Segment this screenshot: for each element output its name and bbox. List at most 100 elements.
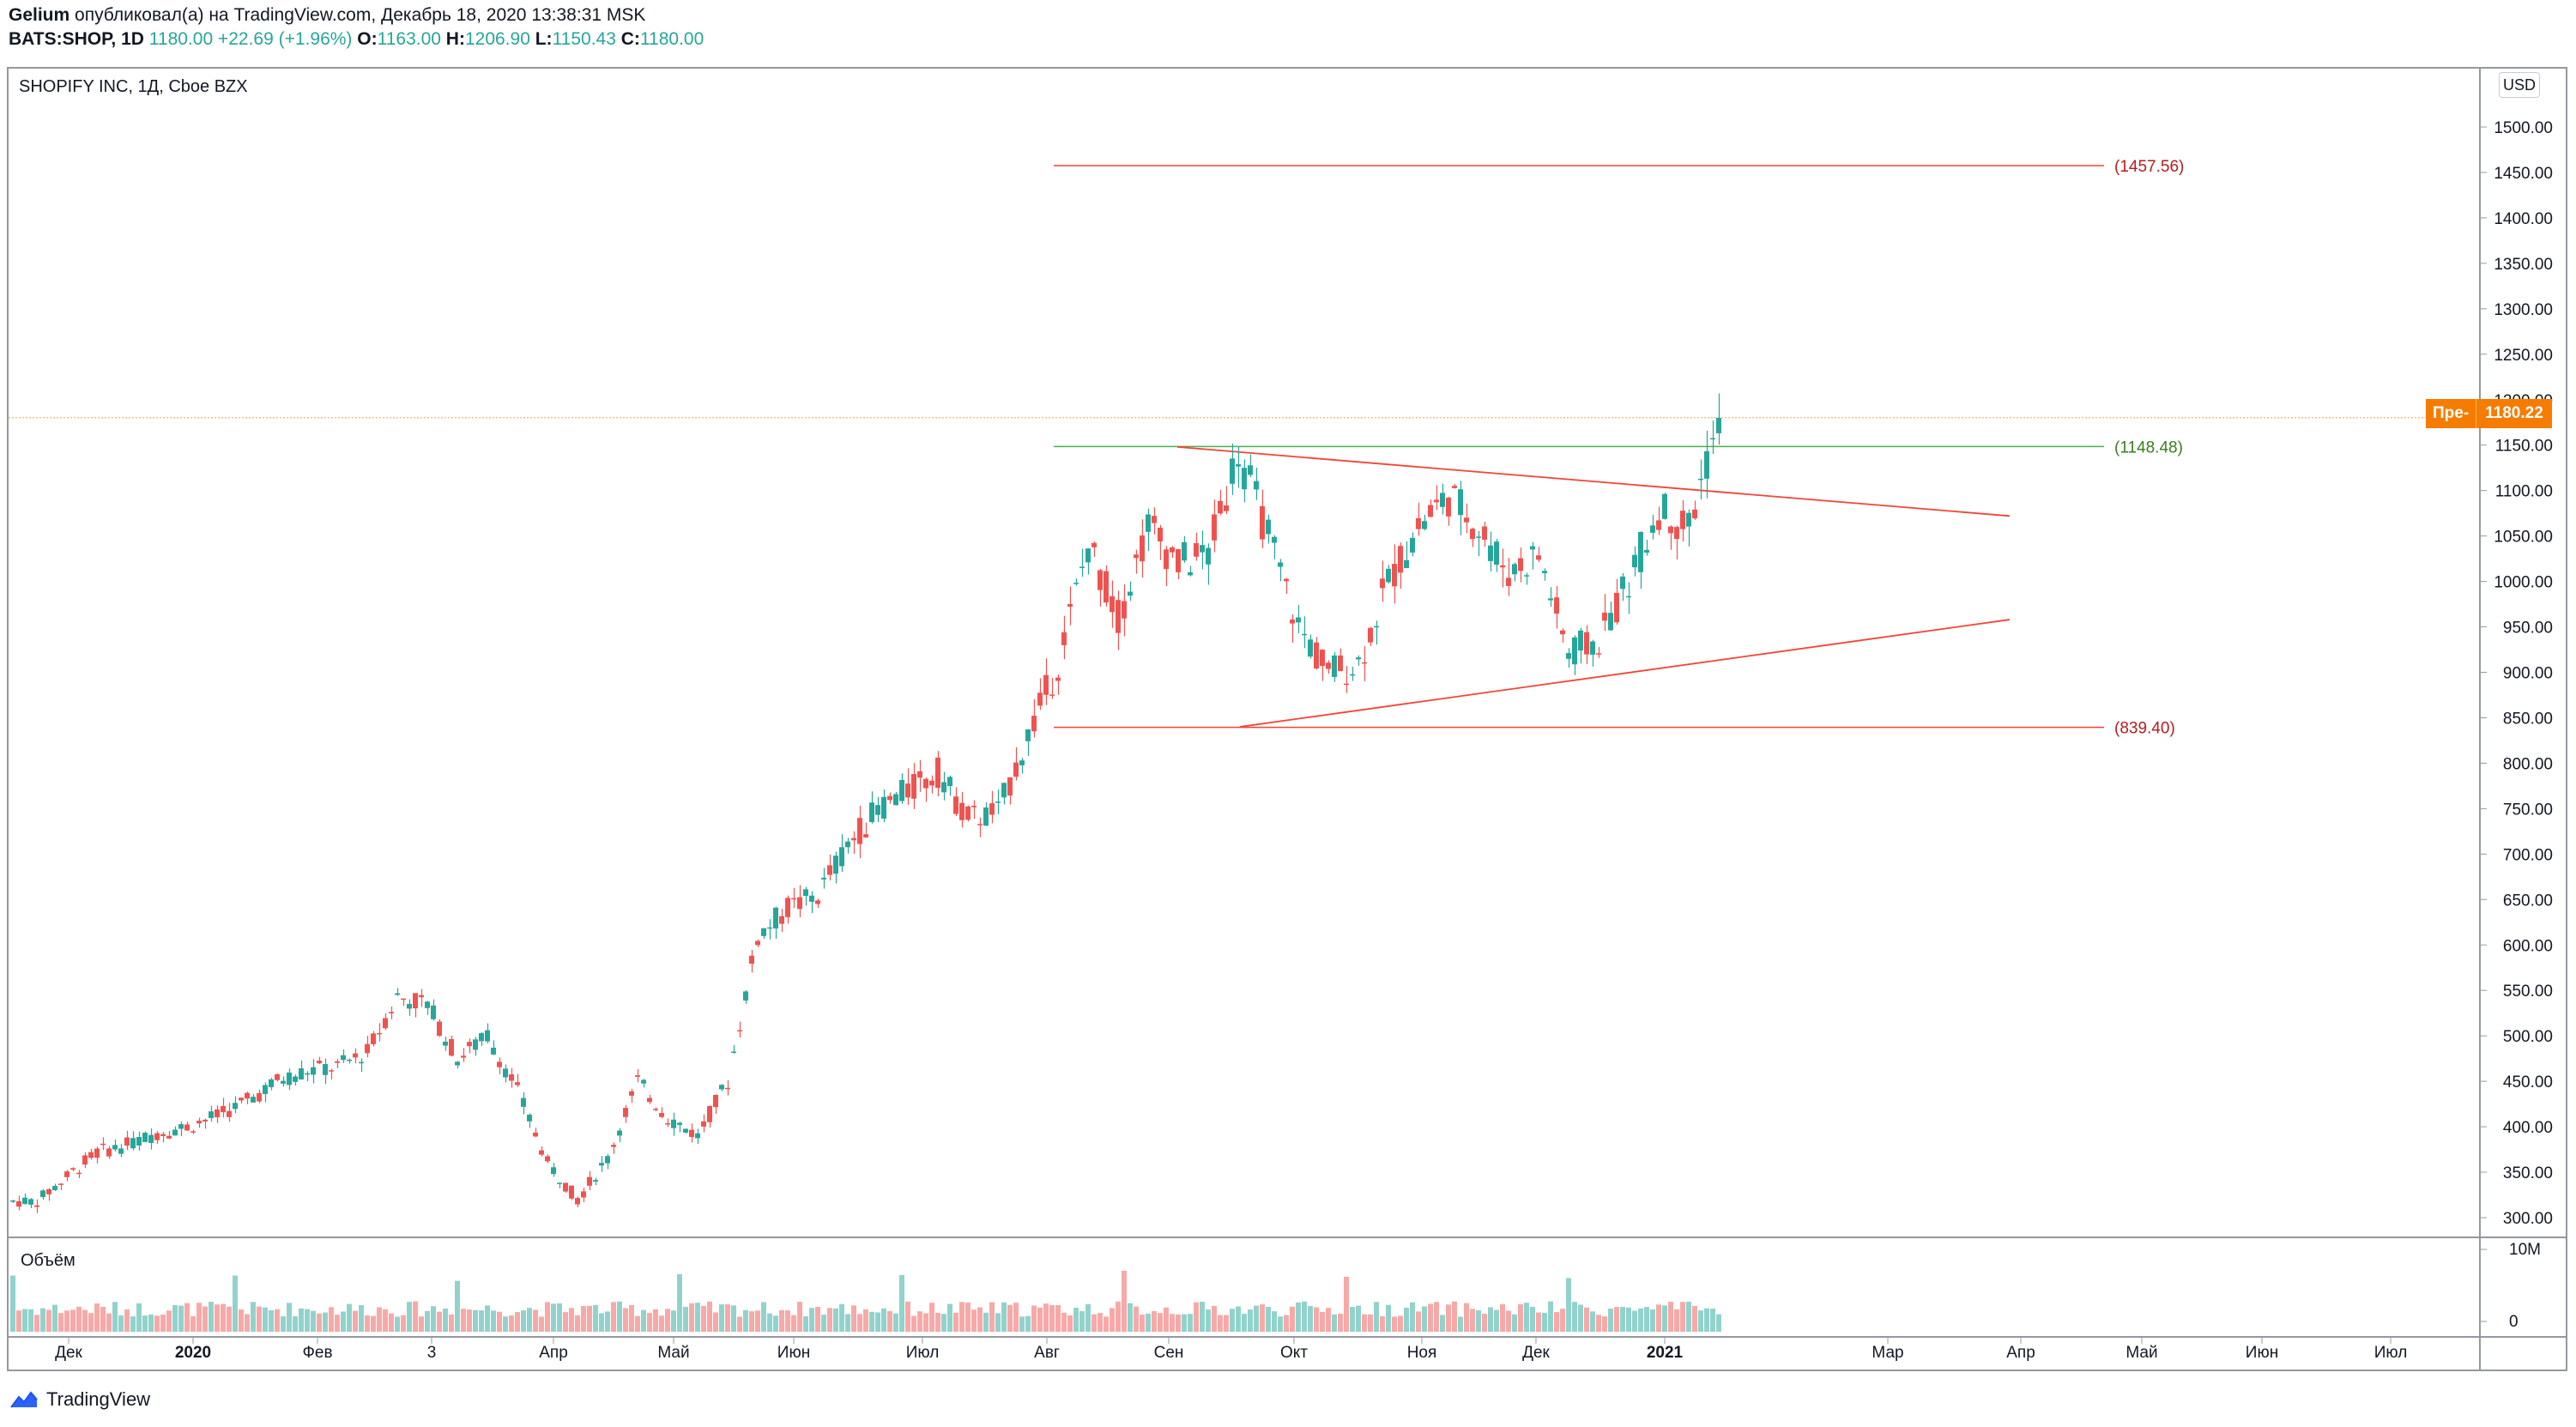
- candle-body: [425, 1001, 430, 1008]
- volume-bar: [905, 1301, 910, 1332]
- volume-bar: [461, 1309, 466, 1332]
- volume-bar: [911, 1315, 916, 1332]
- candle-body: [1146, 514, 1151, 532]
- price-tick-label: 1000.00: [2494, 574, 2553, 592]
- candle-body: [1692, 509, 1697, 519]
- candle-body: [431, 1005, 436, 1019]
- candle-body: [557, 1182, 562, 1184]
- volume-bar: [989, 1302, 995, 1332]
- volume-bar: [893, 1313, 898, 1332]
- candle-body: [809, 895, 814, 902]
- candle-body: [1218, 500, 1223, 514]
- volume-bar: [1458, 1316, 1463, 1332]
- candle-body: [233, 1103, 238, 1110]
- volume-bar: [1602, 1316, 1607, 1332]
- candle-body: [209, 1111, 214, 1118]
- candle-body: [1055, 677, 1061, 681]
- candle-body: [1254, 481, 1259, 490]
- volume-bar: [641, 1309, 646, 1332]
- upper-trendline: [1176, 445, 2011, 517]
- candle-body: [1584, 632, 1589, 655]
- volume-bar: [197, 1303, 202, 1332]
- tradingview-logo[interactable]: TradingView: [9, 1388, 150, 1411]
- candle-body: [1350, 674, 1355, 676]
- candle-body: [887, 795, 892, 801]
- candle-body: [971, 806, 977, 807]
- time-tick-label: Июл: [2374, 1344, 2408, 1362]
- candle-body: [1506, 577, 1511, 586]
- publish-info: опубликовал(а) на TradingView.com, Декаб…: [70, 5, 646, 25]
- candle-body: [148, 1134, 154, 1143]
- volume-bar: [887, 1310, 892, 1332]
- volume-bar: [539, 1316, 544, 1332]
- candle-body: [1140, 535, 1145, 562]
- candle-body: [437, 1021, 442, 1037]
- volume-bar: [1055, 1304, 1061, 1332]
- candle-body: [311, 1067, 316, 1075]
- candle-body: [623, 1108, 628, 1117]
- volume-bar: [1073, 1308, 1079, 1332]
- volume-bar: [617, 1301, 622, 1332]
- candle-body: [479, 1033, 484, 1042]
- volume-bar: [118, 1315, 124, 1332]
- volume-bar: [1224, 1315, 1229, 1332]
- candle-body: [317, 1061, 322, 1064]
- price-tick-label: 1050.00: [2494, 529, 2553, 547]
- price-tick-label: 750.00: [2503, 801, 2553, 819]
- candle-body: [473, 1039, 478, 1050]
- volume-bar: [1170, 1314, 1175, 1332]
- candle-body: [1037, 692, 1043, 706]
- candle-body: [1242, 468, 1247, 490]
- candle-body: [593, 1180, 598, 1182]
- currency-button[interactable]: USD: [2499, 72, 2540, 98]
- candle-body: [82, 1155, 88, 1165]
- volume-bar: [479, 1309, 484, 1332]
- volume-bar: [88, 1313, 94, 1332]
- price-tick-label: 350.00: [2503, 1164, 2553, 1182]
- volume-bar: [1536, 1312, 1541, 1332]
- candle-body: [1512, 564, 1517, 575]
- volume-bar: [106, 1313, 112, 1332]
- candle-body: [893, 794, 898, 806]
- candle-body: [1482, 526, 1487, 540]
- candle-body: [395, 993, 400, 995]
- volume-bar: [64, 1310, 70, 1332]
- time-tick-label: Май: [657, 1344, 689, 1362]
- volume-bar: [1416, 1311, 1421, 1332]
- candle-body: [911, 773, 916, 799]
- volume-bar: [947, 1303, 952, 1332]
- candle-body: [1614, 592, 1619, 623]
- volume-bar: [1578, 1304, 1583, 1332]
- candle-body: [707, 1106, 712, 1122]
- volume-bar: [407, 1302, 412, 1332]
- volume-bar: [1554, 1312, 1559, 1332]
- candle-body: [905, 783, 910, 798]
- candle-body: [178, 1124, 184, 1129]
- candle-body: [665, 1122, 670, 1125]
- volume-bar: [701, 1305, 706, 1332]
- candle-body: [539, 1150, 544, 1155]
- candle-body: [227, 1110, 232, 1117]
- volume-bar: [1146, 1313, 1151, 1332]
- candle-body: [1098, 570, 1103, 590]
- volume-bar: [1284, 1315, 1289, 1332]
- volume-bar: [1584, 1307, 1589, 1332]
- volume-bar: [677, 1273, 682, 1332]
- volume-bar: [221, 1303, 226, 1332]
- volume-bar: [293, 1315, 298, 1332]
- volume-bar: [1608, 1309, 1613, 1332]
- time-tick-label: Фев: [302, 1344, 332, 1362]
- candle-body: [1554, 597, 1559, 614]
- candle-body: [1560, 630, 1565, 635]
- candle-body: [1548, 598, 1553, 601]
- volume-bar: [1710, 1309, 1715, 1332]
- candle-body: [1470, 529, 1475, 540]
- candle-body: [731, 1051, 736, 1053]
- candle-body: [1632, 554, 1637, 568]
- volume-bar: [46, 1309, 51, 1332]
- volume-bar: [1206, 1309, 1211, 1332]
- candle-body: [899, 779, 904, 801]
- candle-body: [1566, 653, 1571, 659]
- volume-bar: [1019, 1316, 1025, 1332]
